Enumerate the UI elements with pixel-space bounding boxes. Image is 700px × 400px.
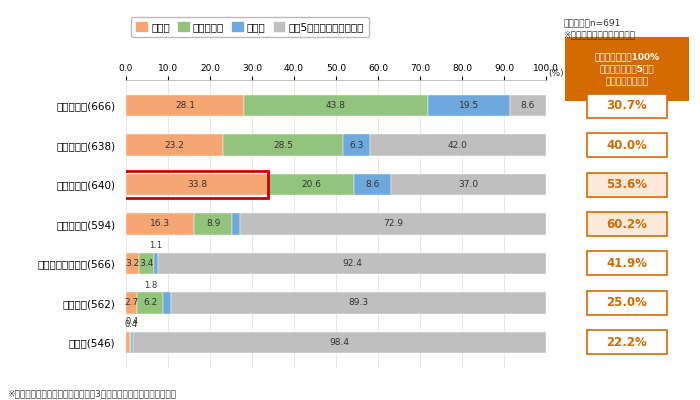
Text: 3.2: 3.2 (125, 259, 140, 268)
Text: (%): (%) (548, 69, 564, 78)
Text: 8.6: 8.6 (365, 180, 379, 189)
Text: 72.9: 72.9 (383, 220, 403, 228)
Text: 89.3: 89.3 (349, 298, 368, 308)
Bar (171, 292, 546, 314)
Bar (132, 332, 133, 353)
Text: 19.5: 19.5 (459, 101, 479, 110)
Bar (232, 213, 240, 235)
Bar (158, 253, 547, 274)
Text: 33.8: 33.8 (187, 180, 207, 189)
Bar (126, 95, 244, 116)
Text: 16.3: 16.3 (150, 220, 170, 228)
Bar (154, 253, 158, 274)
Text: 43.8: 43.8 (326, 101, 346, 110)
Bar (133, 332, 547, 353)
Bar (163, 292, 171, 314)
Text: 20.6: 20.6 (301, 180, 321, 189)
Text: 37.0: 37.0 (458, 180, 478, 189)
Bar (130, 332, 132, 353)
Bar (126, 253, 139, 274)
Text: 98.4: 98.4 (330, 338, 350, 347)
Bar (126, 213, 195, 235)
Text: 8.6: 8.6 (521, 101, 535, 110)
Bar (124, 171, 268, 198)
Text: 23.2: 23.2 (164, 140, 185, 150)
Text: 28.5: 28.5 (273, 140, 293, 150)
Bar (244, 95, 428, 116)
Text: 1.1: 1.1 (150, 241, 162, 250)
Text: 92.4: 92.4 (342, 259, 363, 268)
Bar (354, 174, 391, 195)
Bar (240, 213, 546, 235)
Text: 0.4: 0.4 (126, 317, 139, 326)
Bar (391, 174, 546, 195)
Text: 雇用経験ありを100%
とした時の直近5年間
での増加企業割合: 雇用経験ありを100% とした時の直近5年間 での増加企業割合 (594, 52, 659, 86)
Text: 一般企業　n=691: 一般企業 n=691 (564, 18, 621, 27)
Bar (126, 174, 268, 195)
Text: 1.8: 1.8 (144, 281, 157, 290)
Bar (139, 253, 154, 274)
Text: ※本調査での一般企業は、障害者を3名以上雇用している企業に限定: ※本調査での一般企業は、障害者を3名以上雇用している企業に限定 (7, 389, 176, 398)
Text: 2.7: 2.7 (125, 298, 139, 308)
Text: 40.0%: 40.0% (606, 138, 648, 152)
Bar (195, 213, 232, 235)
Bar (510, 95, 546, 116)
Bar (126, 134, 223, 156)
Text: 8.9: 8.9 (206, 220, 220, 228)
Text: 42.0: 42.0 (448, 140, 468, 150)
Text: 30.7%: 30.7% (606, 99, 648, 112)
Bar (370, 134, 546, 156)
Legend: 増えた, 変わらない, 減った, 直近5年間は雇用経験なし: 増えた, 変わらない, 減った, 直近5年間は雇用経験なし (131, 17, 369, 37)
Bar (137, 292, 163, 314)
Bar (268, 174, 354, 195)
Text: 3.4: 3.4 (139, 259, 154, 268)
Bar (126, 332, 130, 353)
Text: 0.4: 0.4 (124, 320, 137, 329)
Text: ※「わからない」回答者除外: ※「わからない」回答者除外 (564, 30, 636, 39)
Text: 25.0%: 25.0% (606, 296, 648, 310)
Bar (343, 134, 370, 156)
Bar (223, 134, 343, 156)
Text: 41.9%: 41.9% (606, 257, 648, 270)
Text: 22.2%: 22.2% (606, 336, 648, 349)
Text: 60.2%: 60.2% (606, 218, 648, 230)
Bar (428, 95, 510, 116)
Text: 6.2: 6.2 (144, 298, 158, 308)
Text: 53.6%: 53.6% (606, 178, 648, 191)
Text: 6.3: 6.3 (349, 140, 363, 150)
Text: 28.1: 28.1 (175, 101, 195, 110)
Bar (126, 292, 137, 314)
